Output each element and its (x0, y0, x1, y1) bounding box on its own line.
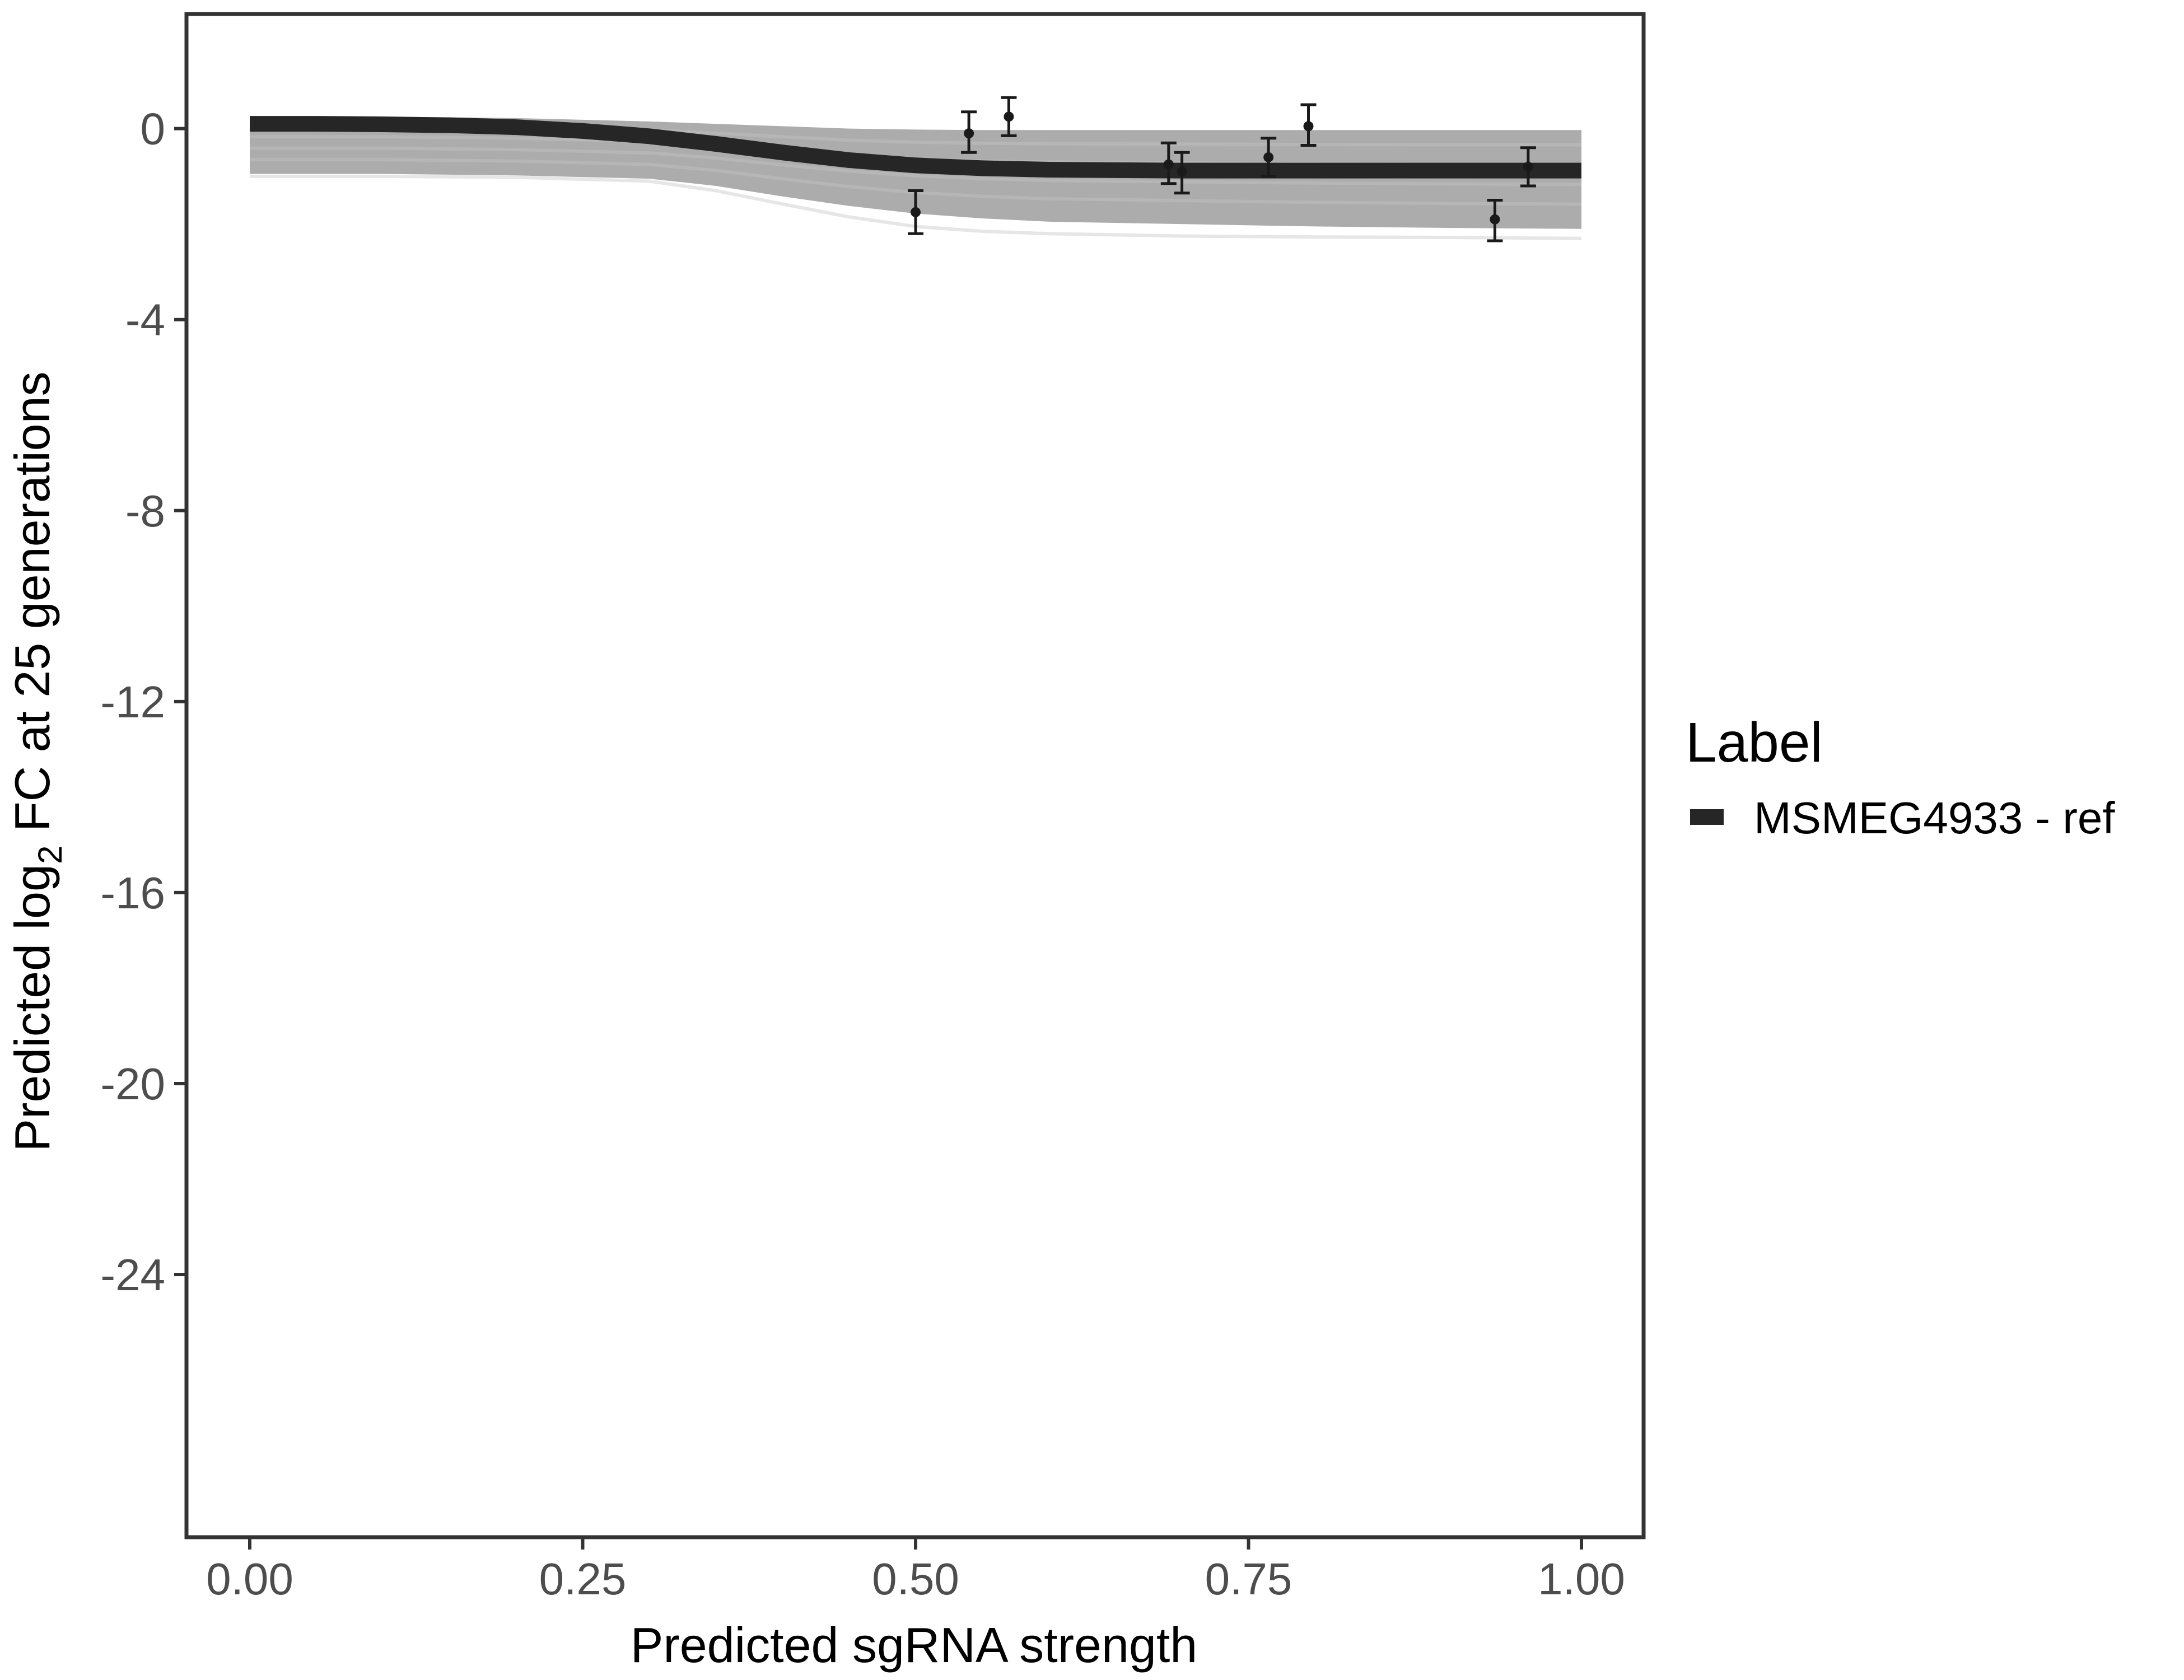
x-tick-label-1: 0.00 (206, 1554, 293, 1604)
point-marker-5 (1177, 166, 1187, 177)
y-tick-label-5: -16 (100, 868, 165, 918)
y-tick-label-1: 0 (141, 104, 166, 154)
y-tick-label-7: -24 (100, 1250, 165, 1300)
x-tick-label-4: 0.75 (1205, 1554, 1292, 1604)
data-point-2 (961, 110, 977, 154)
point-marker-1 (911, 207, 921, 217)
legend-title: Label (1686, 711, 1823, 774)
data-point-1 (908, 189, 923, 235)
y-axis-title-subscript: 2 (31, 846, 69, 864)
fit-line-series-1 (250, 116, 1581, 179)
y-tick-label-4: -12 (100, 677, 165, 727)
data-point-4 (1160, 141, 1177, 185)
x-tick-label-2: 0.25 (539, 1554, 627, 1604)
legend-label-msmeg4933-ref: MSMEG4933 - ref (1754, 793, 2115, 843)
legend-key-msmeg4933-ref (1690, 809, 1724, 825)
y-tick-label-6: -20 (100, 1059, 165, 1109)
data-point-7 (1300, 103, 1317, 147)
outlier-draw-line (250, 174, 1582, 240)
data-points (908, 96, 1536, 242)
x-axis-ticks: 0.00 0.25 0.50 0.75 1.00 (206, 1537, 1625, 1604)
point-marker-7 (1303, 121, 1314, 132)
point-marker-8 (1490, 214, 1500, 225)
point-marker-9 (1523, 161, 1533, 172)
point-marker-4 (1163, 159, 1174, 170)
point-marker-2 (964, 128, 974, 139)
point-marker-3 (1004, 111, 1014, 122)
legend: Label MSMEG4933 - ref (1686, 711, 2115, 843)
data-point-9 (1520, 146, 1536, 188)
y-axis-title: Predicted log2 FC at 25 generations (4, 371, 69, 1151)
fit-series (250, 116, 1581, 179)
posterior-draw-line-3 (250, 146, 1582, 186)
data-point-6 (1261, 137, 1277, 178)
data-point-5 (1174, 151, 1190, 195)
x-axis-title: Predicted sgRNA strength (631, 1617, 1198, 1673)
y-tick-label-2: -4 (125, 295, 165, 345)
outlier-draw-path (250, 174, 1582, 240)
data-point-3 (1001, 96, 1017, 137)
y-axis-title-prefix: Predicted log (4, 864, 60, 1152)
y-axis-ticks: 0 -4 -8 -12 -16 -20 -24 (100, 104, 186, 1300)
y-axis-title-suffix: FC at 25 generations (4, 371, 60, 845)
y-tick-label-3: -8 (125, 486, 165, 536)
point-marker-6 (1263, 152, 1274, 162)
x-tick-label-3: 0.50 (872, 1554, 959, 1604)
data-point-8 (1487, 199, 1503, 242)
posterior-draw-line-4 (250, 158, 1582, 206)
x-tick-label-5: 1.00 (1538, 1554, 1625, 1604)
